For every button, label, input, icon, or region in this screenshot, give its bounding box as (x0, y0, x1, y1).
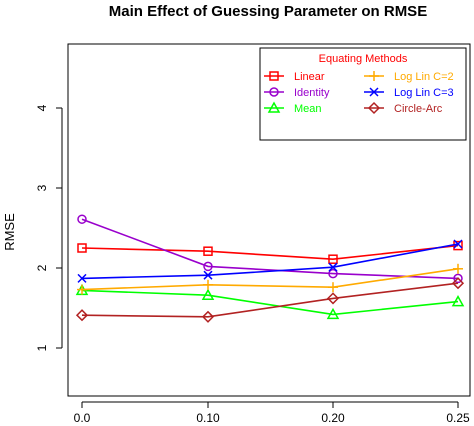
data-point-log-lin-c-2 (203, 279, 213, 290)
legend-label: Identity (294, 87, 330, 99)
data-point-circle-arc (326, 292, 340, 305)
legend-marker (269, 71, 279, 81)
legend-item-linear: Linear (264, 71, 325, 83)
data-point-circle-arc (75, 309, 89, 322)
data-point-log-lin-c-2 (77, 284, 87, 295)
data-point-identity (203, 261, 213, 272)
legend-marker (367, 101, 381, 115)
series-circle-arc (75, 277, 465, 323)
series-line-circle-arc (81, 282, 459, 318)
legend-label: Log Lin C=2 (394, 71, 454, 83)
data-point-log-lin-c-3 (77, 273, 87, 283)
legend: Equating Methods Linear Identity Mean Log L… (259, 47, 467, 141)
legend-box (259, 47, 467, 141)
x-tick-label: 0.20 (321, 411, 345, 425)
data-point-identity (453, 273, 463, 284)
x-tick-label: 0.10 (196, 411, 220, 425)
legend-marker (369, 71, 379, 81)
data-point-mean (451, 295, 465, 307)
series-line-log-lin-c-3 (81, 243, 459, 280)
y-tick-label: 3 (35, 184, 49, 191)
series-log-lin-c-2 (77, 263, 463, 295)
legend-label: Mean (294, 103, 322, 115)
legend-marker (369, 87, 379, 97)
data-point-identity (328, 268, 338, 279)
data-point-linear (77, 243, 87, 253)
x-tick-label: 0.25 (446, 411, 470, 425)
data-point-linear (453, 240, 463, 251)
plot-frame (67, 43, 471, 397)
series-line-linear (81, 244, 459, 261)
data-point-log-lin-c-3 (328, 262, 338, 272)
data-point-identity (77, 214, 87, 224)
data-point-log-lin-c-2 (453, 263, 463, 274)
y-tick-label: 1 (35, 344, 49, 351)
series-identity (77, 214, 463, 284)
chart-title: Main Effect of Guessing Parameter on RMS… (109, 3, 427, 20)
series-line-log-lin-c-2 (81, 268, 459, 291)
legend-title: Equating Methods (319, 53, 408, 65)
legend-item-log-lin-c-2: Log Lin C=2 (364, 71, 454, 83)
legend-label: Log Lin C=3 (394, 87, 454, 99)
legend-label: Linear (294, 71, 325, 83)
y-tick-label: 4 (35, 104, 49, 111)
y-axis-label: RMSE (2, 213, 17, 251)
legend-items: Linear Identity Mean Log Lin C=2 Log Lin C=3… (264, 71, 454, 115)
data-point-log-lin-c-3 (453, 239, 463, 249)
series-layer (75, 214, 465, 323)
legend-item-circle-arc: Circle-Arc (364, 101, 443, 115)
x-axis: 0.0 0.10 0.20 0.25 (74, 401, 470, 425)
data-point-circle-arc (451, 277, 465, 290)
legend-item-identity: Identity (264, 87, 330, 99)
data-point-mean (326, 307, 340, 320)
legend-marker (267, 101, 281, 113)
x-tick-label: 0.0 (74, 411, 91, 425)
series-line-mean (81, 289, 459, 316)
series-log-lin-c-3 (77, 239, 463, 283)
data-point-mean (201, 288, 215, 300)
data-point-log-lin-c-2 (328, 282, 338, 293)
data-point-linear (203, 246, 213, 256)
series-linear (77, 240, 463, 264)
legend-label: Circle-Arc (394, 103, 443, 115)
series-line-identity (81, 218, 459, 280)
y-axis: 1 2 3 4 (35, 104, 63, 351)
data-point-linear (328, 254, 338, 264)
data-point-circle-arc (201, 310, 215, 323)
legend-marker (269, 87, 279, 97)
legend-item-mean: Mean (264, 101, 322, 115)
legend-item-log-lin-c-3: Log Lin C=3 (364, 87, 454, 99)
data-point-log-lin-c-3 (203, 270, 213, 280)
y-tick-label: 2 (35, 264, 49, 271)
